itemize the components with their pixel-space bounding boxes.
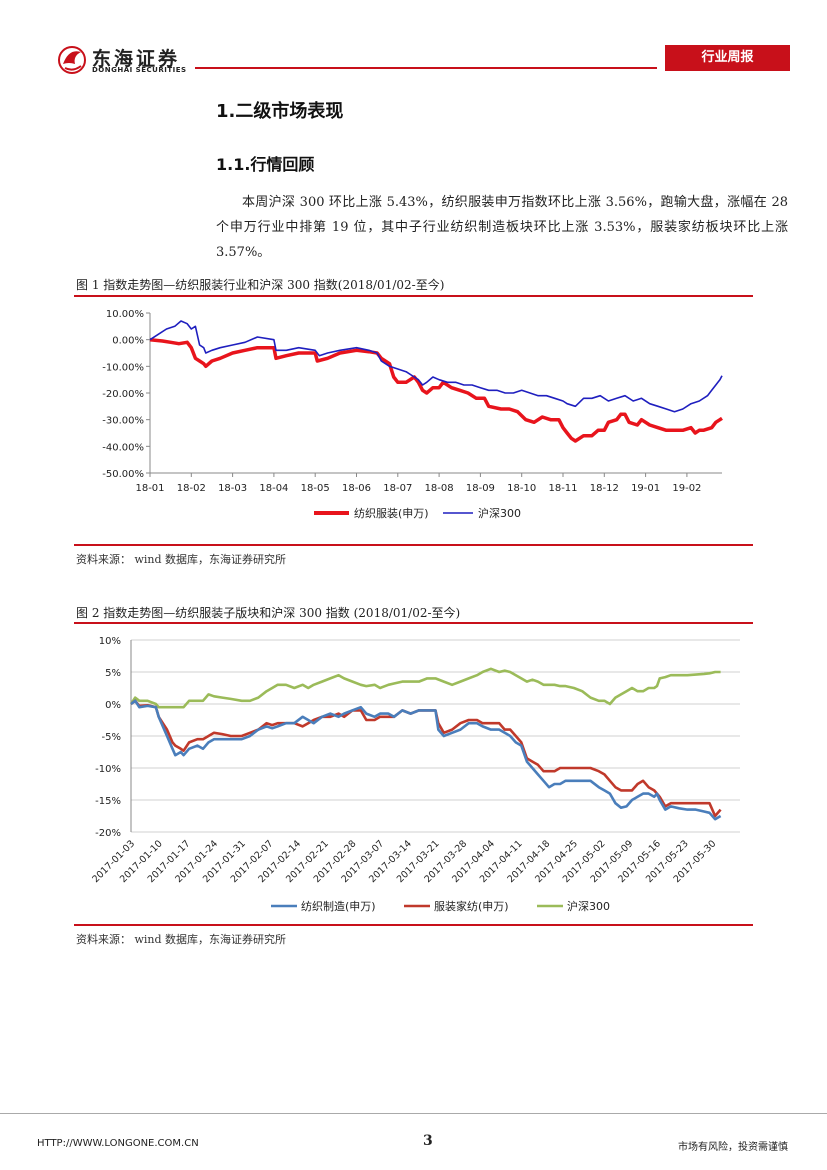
- y-tick-label: -20.00%: [102, 389, 144, 400]
- series-line-textile-manufacturing: [130, 699, 722, 821]
- figure2-top-rule: [74, 622, 753, 624]
- series-line-csi300: [129, 667, 721, 709]
- figure1-chart: 10.00% 0.00% -10.00% -20.00% -30.00% -40.00% -…: [102, 309, 723, 520]
- x-tick-label: 18-10: [507, 483, 536, 494]
- dragon-emblem-icon: [58, 46, 86, 74]
- company-logo: [58, 46, 86, 74]
- x-tick-label: 18-02: [177, 483, 206, 494]
- x-tick-label: 19-02: [672, 483, 701, 494]
- x-tick-label: 18-09: [466, 483, 495, 494]
- y-tick-label: -15%: [95, 796, 121, 807]
- series-line-csi300: [149, 320, 723, 413]
- x-tick-label: 18-03: [218, 483, 247, 494]
- company-name-en: DONGHAI SECURITIES: [92, 66, 187, 74]
- y-tick-label: 10%: [99, 636, 121, 647]
- x-tick-label: 18-11: [548, 483, 577, 494]
- x-tick-label: 18-01: [135, 483, 164, 494]
- x-tick-label: 18-06: [342, 483, 371, 494]
- y-tick-label: 0%: [105, 700, 121, 711]
- figure1-source: 资料来源： wind 数据库，东海证券研究所: [76, 553, 287, 566]
- header-divider: [195, 67, 657, 69]
- y-tick-label: -50.00%: [102, 469, 144, 480]
- y-tick-label: -10%: [95, 764, 121, 775]
- y-tick-label: -5%: [102, 732, 121, 743]
- subsection-heading: 1.1.行情回顾: [216, 155, 315, 174]
- footer-divider: [0, 1113, 827, 1114]
- y-tick-label: 0.00%: [112, 336, 144, 347]
- y-tick-label: -10.00%: [102, 362, 144, 373]
- y-tick-label: 5%: [105, 668, 121, 679]
- x-tick-label: 18-08: [425, 483, 454, 494]
- legend-label: 纺织制造(申万): [301, 899, 376, 913]
- x-tick-label: 18-05: [301, 483, 330, 494]
- series-line-textile-apparel: [149, 337, 723, 443]
- y-tick-label: -30.00%: [102, 416, 144, 427]
- legend-label: 沪深300: [478, 506, 521, 520]
- y-tick-label: 10.00%: [106, 309, 144, 320]
- section-heading: 1.二级市场表现: [216, 101, 344, 122]
- page-number: 3: [423, 1133, 433, 1149]
- summary-paragraph: 本周沪深 300 环比上涨 5.43%，纺织服装申万指数环比上涨 3.56%，跑…: [216, 195, 788, 260]
- figure2-chart: 10%5%0%-5%-10%-15%-20%2017-01-032017-01-…: [90, 636, 740, 913]
- legend-label: 服装家纺(申万): [434, 899, 509, 913]
- figure2-source: 资料来源： wind 数据库，东海证券研究所: [76, 933, 287, 946]
- y-tick-label: -20%: [95, 828, 121, 839]
- report-type-badge: 行业周报: [665, 45, 790, 71]
- legend-label: 沪深300: [567, 899, 610, 913]
- figure2-bottom-rule: [74, 924, 753, 926]
- risk-disclaimer: 市场有风险，投资需谨慎: [678, 1142, 788, 1153]
- x-tick-label: 18-04: [259, 483, 288, 494]
- legend-label: 纺织服装(申万): [354, 506, 429, 520]
- figure1-top-rule: [74, 295, 753, 297]
- y-tick-label: -40.00%: [102, 442, 144, 453]
- footer-url[interactable]: HTTP://WWW.LONGONE.COM.CN: [37, 1138, 199, 1149]
- figure2-title: 图 2 指数走势图—纺织服装子版块和沪深 300 指数 (2018/01/02-…: [76, 606, 461, 620]
- x-tick-label: 19-01: [631, 483, 660, 494]
- figure1-bottom-rule: [74, 544, 753, 546]
- x-tick-label: 18-07: [383, 483, 412, 494]
- x-tick-label: 18-12: [590, 483, 619, 494]
- company-name-cn: 东海证券: [92, 48, 181, 70]
- figure1-title: 图 1 指数走势图—纺织服装行业和沪深 300 指数(2018/01/02-至今…: [76, 278, 445, 292]
